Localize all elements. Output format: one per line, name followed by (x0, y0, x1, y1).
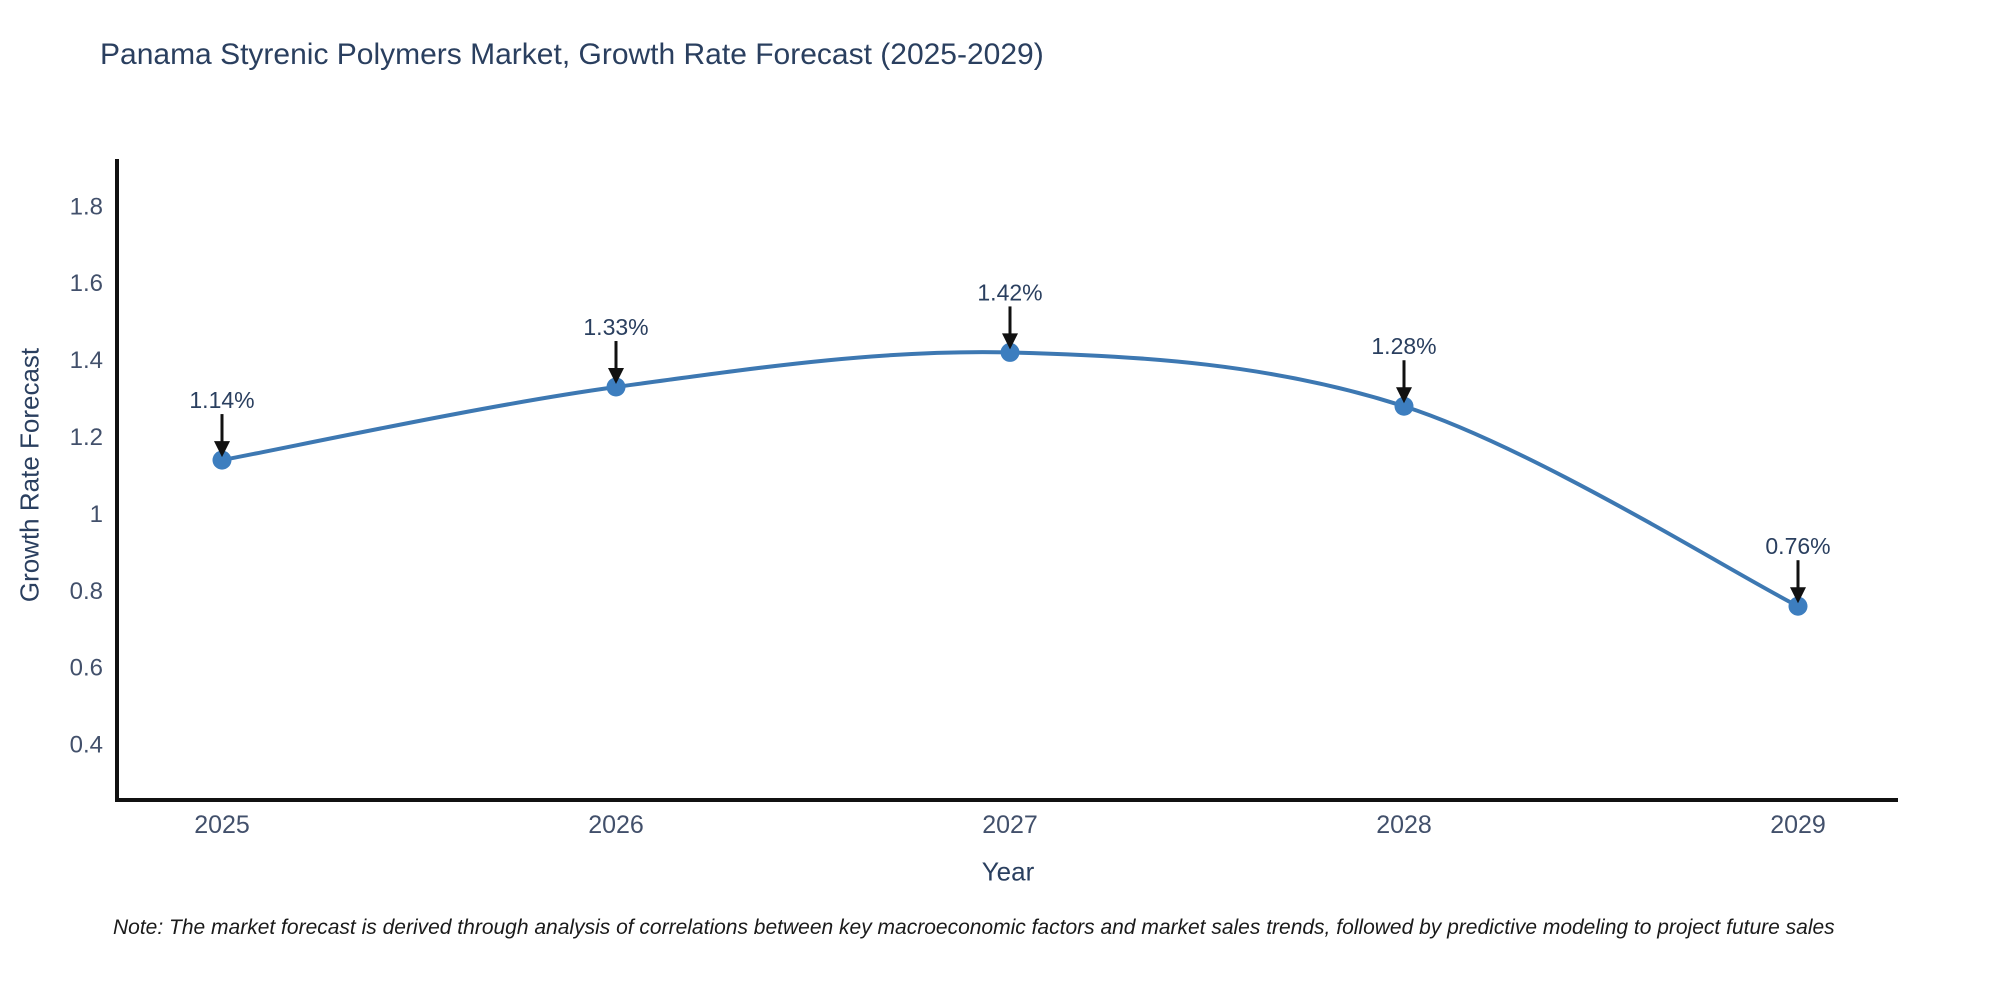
annotation-value-label-2028: 1.28% (1371, 333, 1436, 359)
data-point-marker-2026 (606, 377, 626, 397)
data-point-marker-2025 (212, 450, 232, 470)
y-tick-label-0.4: 0.4 (70, 732, 103, 759)
trace-line (221, 350, 1799, 608)
data-point-marker-2028 (1394, 396, 1414, 416)
annotation-value-label-2025: 1.14% (189, 387, 254, 413)
x-tick-label-2025: 2025 (194, 811, 250, 839)
y-tick-label-0.8: 0.8 (70, 578, 103, 605)
x-tick-label-2028: 2028 (1376, 811, 1432, 839)
x-tick-label-2029: 2029 (1770, 811, 1826, 839)
annotation-arrowhead-icon-2025 (214, 441, 230, 458)
x-axis-title: Year (981, 856, 1035, 887)
y-tick-label-1.6: 1.6 (70, 270, 103, 297)
y-tick-label-0.6: 0.6 (70, 655, 103, 682)
y-tick-label-1.4: 1.4 (70, 347, 103, 374)
y-tick-label-1.2: 1.2 (70, 424, 103, 451)
annotation-arrowhead-icon-2029 (1790, 587, 1806, 604)
annotation-value-label-2029: 0.76% (1765, 533, 1830, 559)
y-tick-label-1: 1 (90, 501, 103, 528)
annotation-arrowhead-icon-2027 (1002, 333, 1018, 350)
x-tick-label-2027: 2027 (982, 811, 1038, 839)
annotation-arrowhead-icon-2026 (608, 368, 624, 385)
x-tick-label-2026: 2026 (588, 811, 644, 839)
data-point-marker-2027 (1000, 342, 1020, 362)
y-tick-label-1.8: 1.8 (70, 193, 103, 220)
chart-title: Panama Styrenic Polymers Market, Growth … (100, 38, 1044, 71)
annotation-value-label-2026: 1.33% (583, 314, 648, 340)
footnote: Note: The market forecast is derived thr… (113, 916, 1835, 939)
data-point-marker-2029 (1788, 596, 1808, 616)
annotation-arrowhead-icon-2028 (1396, 387, 1412, 404)
annotation-value-label-2027: 1.42% (977, 279, 1042, 305)
